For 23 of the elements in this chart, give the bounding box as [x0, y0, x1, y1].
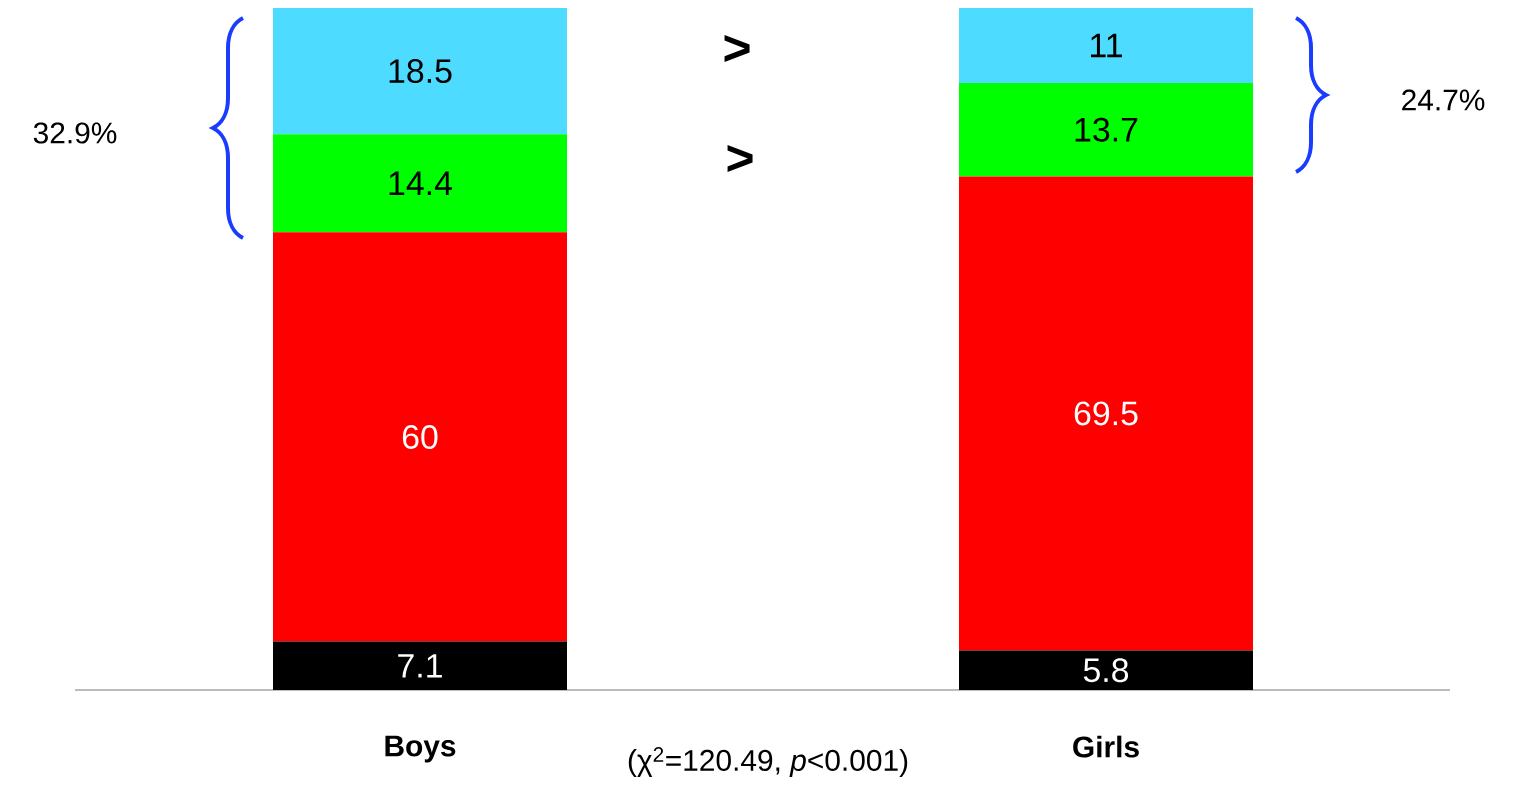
bar: [273, 7, 567, 135]
annotation: 24.7%: [1402, 89, 1485, 111]
x-tick-label: Girls: [1073, 735, 1139, 758]
bar: [959, 7, 1253, 83]
bar: [959, 83, 1253, 177]
data-label: 7.1: [398, 654, 442, 678]
annotation: 32.9%: [33, 122, 117, 144]
x-tick-label: Boys: [385, 735, 456, 763]
annotation: >: [727, 145, 753, 172]
data-label: 18.5: [389, 59, 452, 84]
data-label: 14.4: [389, 171, 452, 195]
annotation: >: [724, 35, 750, 62]
bar: [959, 176, 1253, 651]
data-label: 11: [1091, 33, 1122, 58]
bar: [273, 232, 567, 642]
bar: [273, 641, 567, 690]
text: (χ$^{2}$=120.49, p<0.001): [628, 747, 908, 777]
data-label: 60: [402, 424, 438, 449]
data-label: 13.7: [1075, 117, 1138, 142]
bar: [959, 650, 1253, 690]
bar: [273, 134, 567, 233]
data-label: 5.8: [1083, 658, 1129, 683]
data-label: 69.5: [1074, 401, 1138, 426]
